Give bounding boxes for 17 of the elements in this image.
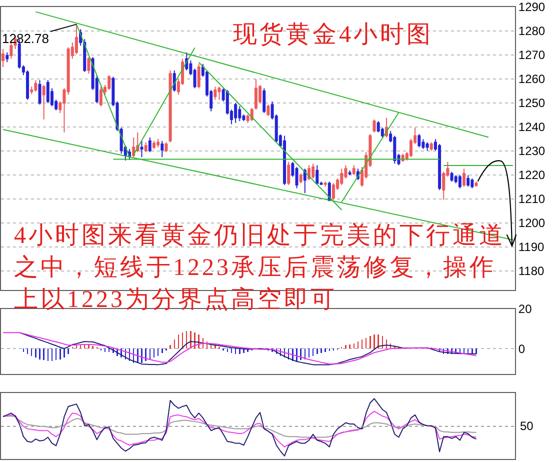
y-tick-label: 1270 <box>518 48 546 62</box>
y-tick-label: 1190 <box>518 240 545 254</box>
y-tick-label: 0 <box>518 342 526 356</box>
y-tick-label: 1230 <box>518 144 546 158</box>
y-tick-label: 1250 <box>518 96 546 110</box>
y-tick-label: 1200 <box>518 216 546 230</box>
annotation: 1282.78 <box>2 31 49 46</box>
text: 现货黄金4小时图 <box>233 21 433 49</box>
y-tick-label: 20 <box>518 302 532 316</box>
y-tick-label: 1240 <box>518 120 546 134</box>
y-tick-label: 1260 <box>518 72 546 86</box>
text: 50 <box>520 419 534 433</box>
y-tick-label: 1210 <box>518 192 546 206</box>
y-tick-label: 1290 <box>518 0 546 14</box>
y-tick-label: 1180 <box>518 264 545 278</box>
y-tick-label: 1280 <box>518 24 546 38</box>
y-tick-label: 1220 <box>518 168 546 182</box>
